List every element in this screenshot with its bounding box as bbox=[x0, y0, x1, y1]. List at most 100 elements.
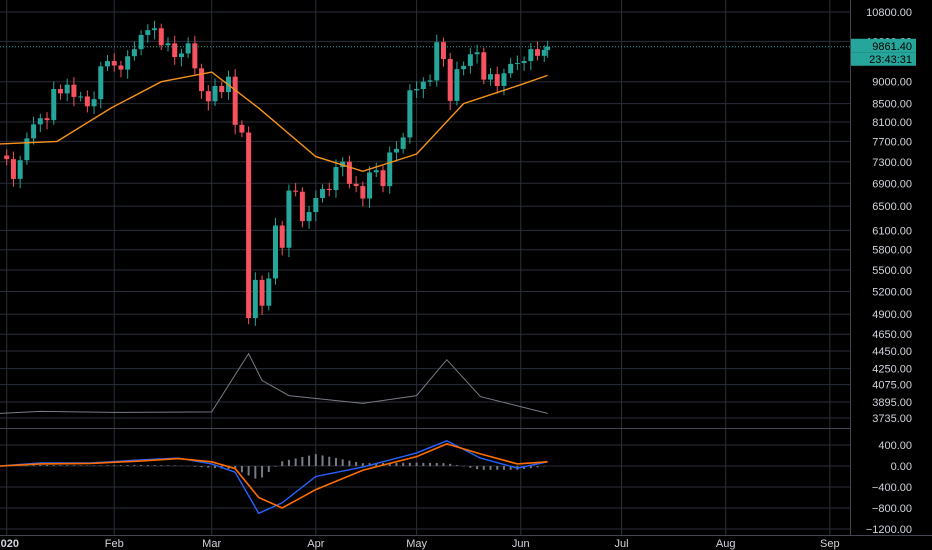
price-tick-label: 4900.00 bbox=[872, 309, 912, 321]
candle-body bbox=[454, 69, 460, 101]
volume-line bbox=[0, 352, 548, 414]
price-tick-label: 4250.00 bbox=[872, 364, 912, 376]
candle-body bbox=[84, 96, 90, 107]
candle-body bbox=[31, 124, 37, 139]
candle-body bbox=[481, 52, 487, 80]
candle-body bbox=[78, 96, 84, 98]
candle-body bbox=[37, 118, 43, 125]
price-tick-label: 6500.00 bbox=[872, 201, 912, 213]
candle-body bbox=[259, 279, 265, 306]
candle-body bbox=[279, 225, 285, 248]
candle-body bbox=[252, 279, 258, 319]
candle-body bbox=[320, 188, 326, 198]
price-tick-label: 8100.00 bbox=[872, 117, 912, 129]
candle-body bbox=[91, 99, 97, 107]
candle-body bbox=[212, 85, 218, 102]
candle-body bbox=[545, 46, 551, 50]
candle-body bbox=[131, 49, 137, 57]
candle-body bbox=[346, 161, 352, 184]
candle-body bbox=[205, 91, 211, 102]
candle-body bbox=[360, 186, 366, 199]
candle-body bbox=[192, 43, 198, 69]
moving-average-path bbox=[0, 71, 548, 173]
price-tick-label: 5500.00 bbox=[872, 265, 912, 277]
candle-body bbox=[165, 43, 171, 46]
candle-body bbox=[98, 66, 104, 100]
candle-body bbox=[24, 138, 30, 161]
candle-body bbox=[414, 89, 420, 91]
candle-body bbox=[145, 30, 151, 35]
signal-line bbox=[0, 443, 548, 509]
price-tick-label: 6900.00 bbox=[872, 178, 912, 190]
price-tick-label: 5800.00 bbox=[872, 245, 912, 257]
candle-body bbox=[501, 73, 507, 86]
time-axis[interactable]: 2020 Feb Mar Apr May Jun Jul Aug Sep bbox=[0, 538, 840, 550]
candlestick-series bbox=[4, 20, 551, 326]
candle-body bbox=[387, 152, 393, 187]
price-tick-label: 9000.00 bbox=[872, 77, 912, 89]
candle-body bbox=[10, 159, 16, 179]
price-tick-label: 5200.00 bbox=[872, 286, 912, 298]
candle-body bbox=[535, 49, 541, 56]
candle-body bbox=[57, 89, 63, 94]
candle-body bbox=[172, 43, 178, 58]
countdown-box bbox=[851, 52, 916, 66]
candle-body bbox=[488, 74, 494, 80]
time-tick-label: 2020 bbox=[0, 538, 19, 550]
candle-body bbox=[111, 61, 117, 66]
indicator-tick-label: −800.00 bbox=[872, 503, 912, 515]
price-tick-label: 7300.00 bbox=[872, 157, 912, 169]
price-tick-label: 4650.00 bbox=[872, 329, 912, 341]
candle-body bbox=[373, 170, 379, 173]
last-price-marker: 9861.40 23:43:31 bbox=[0, 38, 916, 66]
price-tick-label: 6100.00 bbox=[872, 225, 912, 237]
candle-body bbox=[4, 155, 10, 160]
indicator-tick-label: 400.00 bbox=[878, 440, 912, 452]
candle-body bbox=[353, 183, 359, 187]
candle-body bbox=[514, 63, 520, 65]
candle-body bbox=[286, 190, 292, 248]
candle-body bbox=[326, 188, 332, 191]
candle-body bbox=[71, 84, 77, 97]
indicator-tick-label: 0.00 bbox=[891, 461, 912, 473]
candle-body bbox=[64, 84, 70, 94]
candle-body bbox=[393, 148, 399, 153]
candle-body bbox=[474, 52, 480, 55]
time-tick-label: Jun bbox=[512, 538, 530, 550]
candle-body bbox=[272, 225, 278, 279]
candle-body bbox=[293, 190, 299, 192]
time-tick-label: Apr bbox=[307, 538, 324, 550]
time-tick-label: Feb bbox=[105, 538, 124, 550]
time-tick-label: Jul bbox=[615, 538, 629, 550]
price-tick-label: 3895.00 bbox=[872, 397, 912, 409]
candle-body bbox=[313, 197, 319, 213]
volume-path bbox=[0, 352, 548, 414]
candle-body bbox=[400, 137, 406, 149]
indicator-tick-label: −400.00 bbox=[872, 482, 912, 494]
candle-body bbox=[467, 54, 473, 66]
candle-body bbox=[528, 49, 534, 62]
candle-body bbox=[158, 28, 164, 46]
indicator-panel bbox=[0, 440, 548, 515]
candle-body bbox=[239, 124, 245, 133]
time-tick-label: Aug bbox=[716, 538, 736, 550]
candle-body bbox=[299, 191, 305, 222]
moving-average-line bbox=[0, 71, 548, 173]
candle-body bbox=[266, 278, 272, 306]
candle-body bbox=[17, 160, 23, 179]
grid-lines bbox=[0, 0, 932, 536]
countdown-label: 23:43:31 bbox=[869, 54, 912, 66]
candle-body bbox=[541, 49, 547, 56]
price-tick-label: 10800.00 bbox=[866, 7, 912, 19]
candle-body bbox=[118, 65, 124, 70]
candle-body bbox=[461, 65, 467, 70]
candle-body bbox=[178, 53, 184, 58]
time-tick-label: May bbox=[406, 538, 427, 550]
candle-body bbox=[494, 74, 500, 86]
candle-body bbox=[44, 118, 50, 121]
indicator-tick-label: −1200.00 bbox=[866, 524, 912, 536]
candle-body bbox=[246, 132, 252, 319]
candle-body bbox=[232, 76, 238, 125]
